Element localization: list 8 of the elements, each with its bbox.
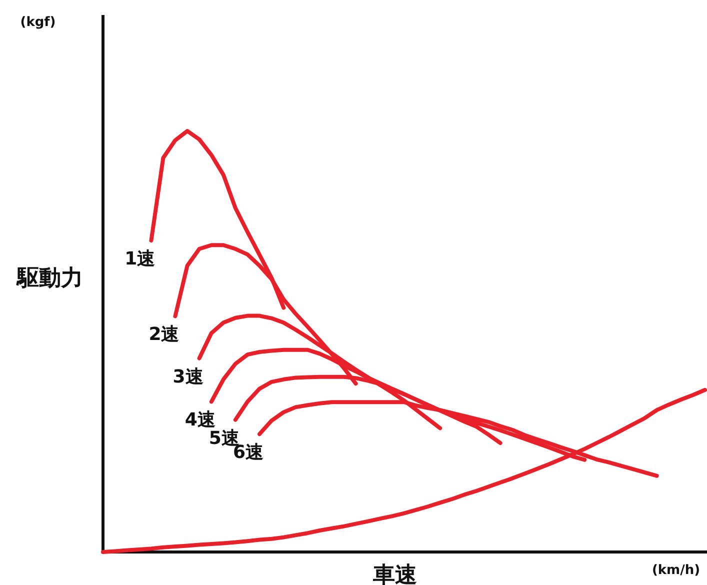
series-label: 3速 xyxy=(172,366,204,388)
y-axis-title: 駆動力 xyxy=(16,266,83,291)
text: (km/h) xyxy=(652,563,700,578)
x-axis-title: 車速 xyxy=(372,563,417,585)
text: (kgf) xyxy=(20,15,56,30)
series-label: 4速 xyxy=(184,410,216,431)
series-label: 1速 xyxy=(124,248,156,270)
series-label: 2速 xyxy=(148,324,180,346)
